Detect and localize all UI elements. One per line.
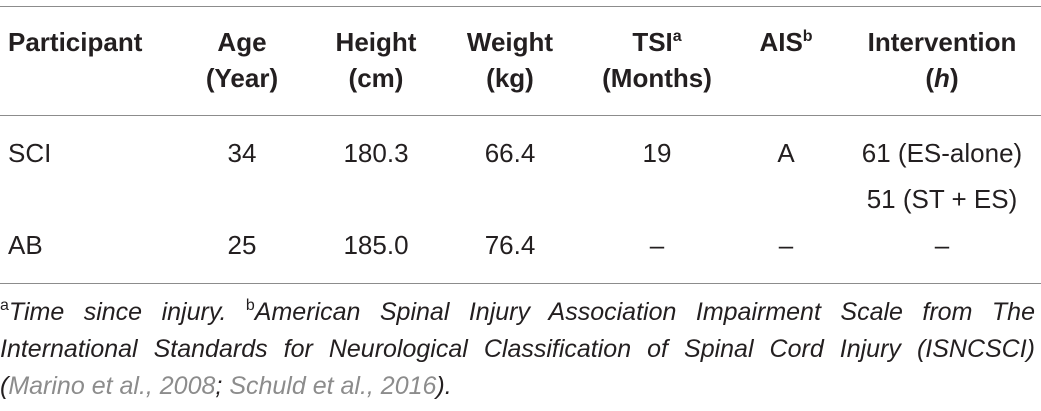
row-ab-age: 25 [227, 230, 257, 260]
row-sci-height: 180.3 [343, 138, 409, 168]
header-participant: Participant [8, 27, 143, 57]
table-top-rule [0, 6, 1041, 7]
row-ab-weight: 76.4 [484, 230, 536, 260]
header-tsi-line2: (Months) [602, 63, 712, 93]
row-ab-tsi: – [649, 230, 665, 260]
footnote-sup-b: b [245, 297, 255, 314]
header-weight-line1: Weight [466, 27, 554, 57]
header-age-line2: (Year) [205, 63, 279, 93]
header-weight: Weight (kg) [467, 24, 553, 96]
footnote-sup-a: a [0, 297, 9, 314]
header-height-line1: Height [335, 27, 417, 57]
header-age-line1: Age [217, 27, 267, 57]
row-ab-ais: – [778, 230, 794, 260]
header-weight-line2: (kg) [486, 63, 534, 93]
row-sci-tsi: 19 [642, 138, 672, 168]
row-ab-intervention: – [934, 230, 950, 260]
header-age: Age (Year) [206, 24, 278, 96]
footnote-text-b: American Spinal Injury Association Impai… [0, 298, 1035, 400]
header-ais-sup: b [802, 28, 813, 45]
header-tsi: TSIa (Months) [602, 24, 712, 96]
reference-link-marino[interactable]: Marino et al., 2008 [8, 372, 216, 400]
header-ais: AISb [759, 24, 812, 60]
row-ab-participant: AB [8, 230, 43, 260]
table-footnote: aTime since injury. bAmerican Spinal Inj… [0, 294, 1035, 405]
row-sci-intervention-2: 51 (ST + ES) [866, 184, 1018, 214]
row-ab-height: 185.0 [343, 230, 409, 260]
footnote-separator: ; [215, 372, 230, 400]
table-header-rule [0, 115, 1041, 116]
header-tsi-sup: a [672, 28, 682, 45]
row-sci-intervention-1: 61 (ES-alone) [861, 138, 1023, 168]
header-tsi-line1: TSIa [632, 27, 682, 57]
footnote-text-a: Time since injury. [8, 298, 246, 326]
header-height-line2: (cm) [348, 63, 404, 93]
header-intervention: Intervention (h) [868, 24, 1017, 96]
footnote-end: ). [436, 372, 452, 400]
table-bottom-rule [0, 283, 1041, 284]
header-ais-line1: AISb [759, 27, 813, 57]
header-intervention-line1: Intervention [867, 27, 1017, 57]
reference-link-schuld[interactable]: Schuld et al., 2016 [229, 372, 437, 400]
row-sci-weight: 66.4 [484, 138, 536, 168]
row-sci-participant: SCI [8, 138, 52, 168]
header-intervention-line2: (h) [925, 63, 959, 93]
row-sci-age: 34 [227, 138, 257, 168]
row-sci-intervention: 61 (ES-alone) 51 (ST + ES) [862, 135, 1022, 217]
row-sci-ais: A [777, 138, 795, 168]
header-height: Height (cm) [336, 24, 417, 96]
